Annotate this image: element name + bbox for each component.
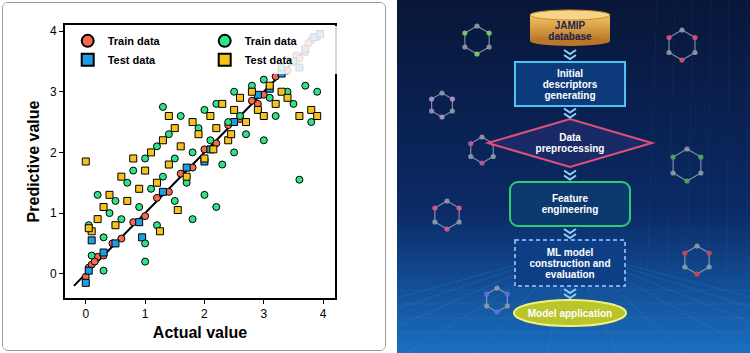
svg-text:Train data: Train data [245,35,298,47]
svg-text:Featureengineering: Featureengineering [542,193,599,215]
svg-text:Test data: Test data [108,54,156,66]
svg-text:Predictive value: Predictive value [25,100,42,222]
svg-text:2: 2 [201,307,208,321]
svg-text:3: 3 [50,85,57,99]
svg-text:3: 3 [260,307,267,321]
svg-text:JAMIPdatabase: JAMIPdatabase [548,20,592,42]
svg-text:ML modelconstruction andevalua: ML modelconstruction andevaluation [529,247,610,280]
svg-text:2: 2 [50,146,57,160]
svg-text:Actual value: Actual value [153,324,247,341]
svg-text:4: 4 [320,307,327,321]
svg-text:4: 4 [50,24,57,38]
svg-text:Datapreprocessing: Datapreprocessing [536,132,605,154]
svg-text:1: 1 [142,307,149,321]
svg-text:0: 0 [50,267,57,281]
svg-text:1: 1 [50,206,57,220]
svg-text:Test data: Test data [245,54,293,66]
svg-text:Initialdescriptorsgenerating: Initialdescriptorsgenerating [543,68,598,101]
svg-text:0: 0 [82,307,89,321]
svg-text:Model application: Model application [528,308,612,319]
svg-text:Train data: Train data [108,35,161,47]
